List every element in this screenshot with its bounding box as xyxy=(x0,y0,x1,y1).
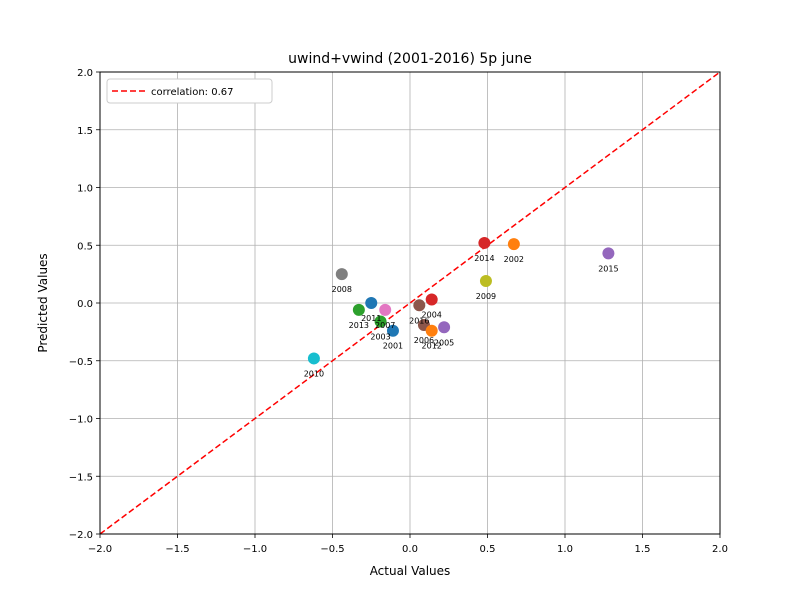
legend: correlation: 0.67 xyxy=(106,78,273,104)
data-point-2003 xyxy=(374,315,387,328)
y-tick-label: −0.5 xyxy=(69,357,93,368)
point-label-2004: 2004 xyxy=(422,311,442,320)
y-tick-label: 0.0 xyxy=(77,299,93,310)
y-tick-label: −2.0 xyxy=(69,530,93,541)
data-point-2011 xyxy=(365,297,378,309)
point-label-2011: 2011 xyxy=(361,314,381,323)
y-tick-label: −1.0 xyxy=(69,415,93,426)
x-tick-label: −1.5 xyxy=(165,544,189,555)
point-label-2012: 2012 xyxy=(422,342,442,351)
y-axis-label: Predicted Values xyxy=(36,253,50,352)
chart-title: uwind+vwind (2001-2016) 5p june xyxy=(288,51,532,67)
data-point-2012 xyxy=(425,324,438,337)
x-tick-label: 0.5 xyxy=(480,544,496,555)
x-tick-label: 2.0 xyxy=(712,544,728,555)
point-label-2007: 2007 xyxy=(375,321,395,330)
x-tick-label: −1.0 xyxy=(243,544,267,555)
correlation-line xyxy=(99,71,721,535)
point-label-2008: 2008 xyxy=(332,285,352,294)
point-label-2005: 2005 xyxy=(434,338,454,347)
x-tick-label: 0.0 xyxy=(402,544,418,555)
point-label-2002: 2002 xyxy=(504,255,524,264)
data-point-2001 xyxy=(386,324,399,337)
data-point-2007 xyxy=(379,303,392,316)
point-label-2003: 2003 xyxy=(370,332,390,341)
data-point-2013 xyxy=(352,303,365,316)
x-axis-label: Actual Values xyxy=(370,564,451,578)
legend-label: correlation: 0.67 xyxy=(151,87,233,98)
x-tick-label: −0.5 xyxy=(320,544,344,555)
y-tick-label: 1.0 xyxy=(77,184,93,195)
x-tick-label: 1.0 xyxy=(557,544,573,555)
data-point-2016 xyxy=(413,299,426,312)
y-axis-ticks: −2.0 −1.5 −1.0 −0.5 0.0 0.5 1.0 1.5 2.0 xyxy=(69,68,100,541)
legend-box xyxy=(106,78,273,104)
point-label-2016: 2016 xyxy=(409,316,429,325)
data-point-2010 xyxy=(307,352,320,365)
point-label-2014: 2014 xyxy=(474,254,494,263)
data-point-2005 xyxy=(438,321,451,334)
point-label-2013: 2013 xyxy=(349,321,369,330)
data-point-2008 xyxy=(335,268,348,281)
point-label-2009: 2009 xyxy=(476,292,496,301)
data-point-2004 xyxy=(425,293,438,306)
x-tick-label: 1.5 xyxy=(635,544,651,555)
data-point-2009 xyxy=(479,275,492,288)
x-axis-ticks: −2.0 −1.5 −1.0 −0.5 0.0 0.5 1.0 1.5 2.0 xyxy=(88,534,728,555)
point-label-2006: 2006 xyxy=(414,336,434,345)
y-tick-label: 0.5 xyxy=(77,241,93,252)
y-tick-label: −1.5 xyxy=(69,472,93,483)
point-label-2015: 2015 xyxy=(598,264,618,273)
data-point-2002 xyxy=(507,238,520,251)
y-tick-label: 1.5 xyxy=(77,126,93,137)
point-label-2001: 2001 xyxy=(383,342,403,351)
y-tick-label: 2.0 xyxy=(77,68,93,79)
data-point-2015 xyxy=(602,247,615,260)
x-tick-label: −2.0 xyxy=(88,544,112,555)
point-label-2010: 2010 xyxy=(304,369,324,378)
data-point-2014 xyxy=(478,236,491,249)
